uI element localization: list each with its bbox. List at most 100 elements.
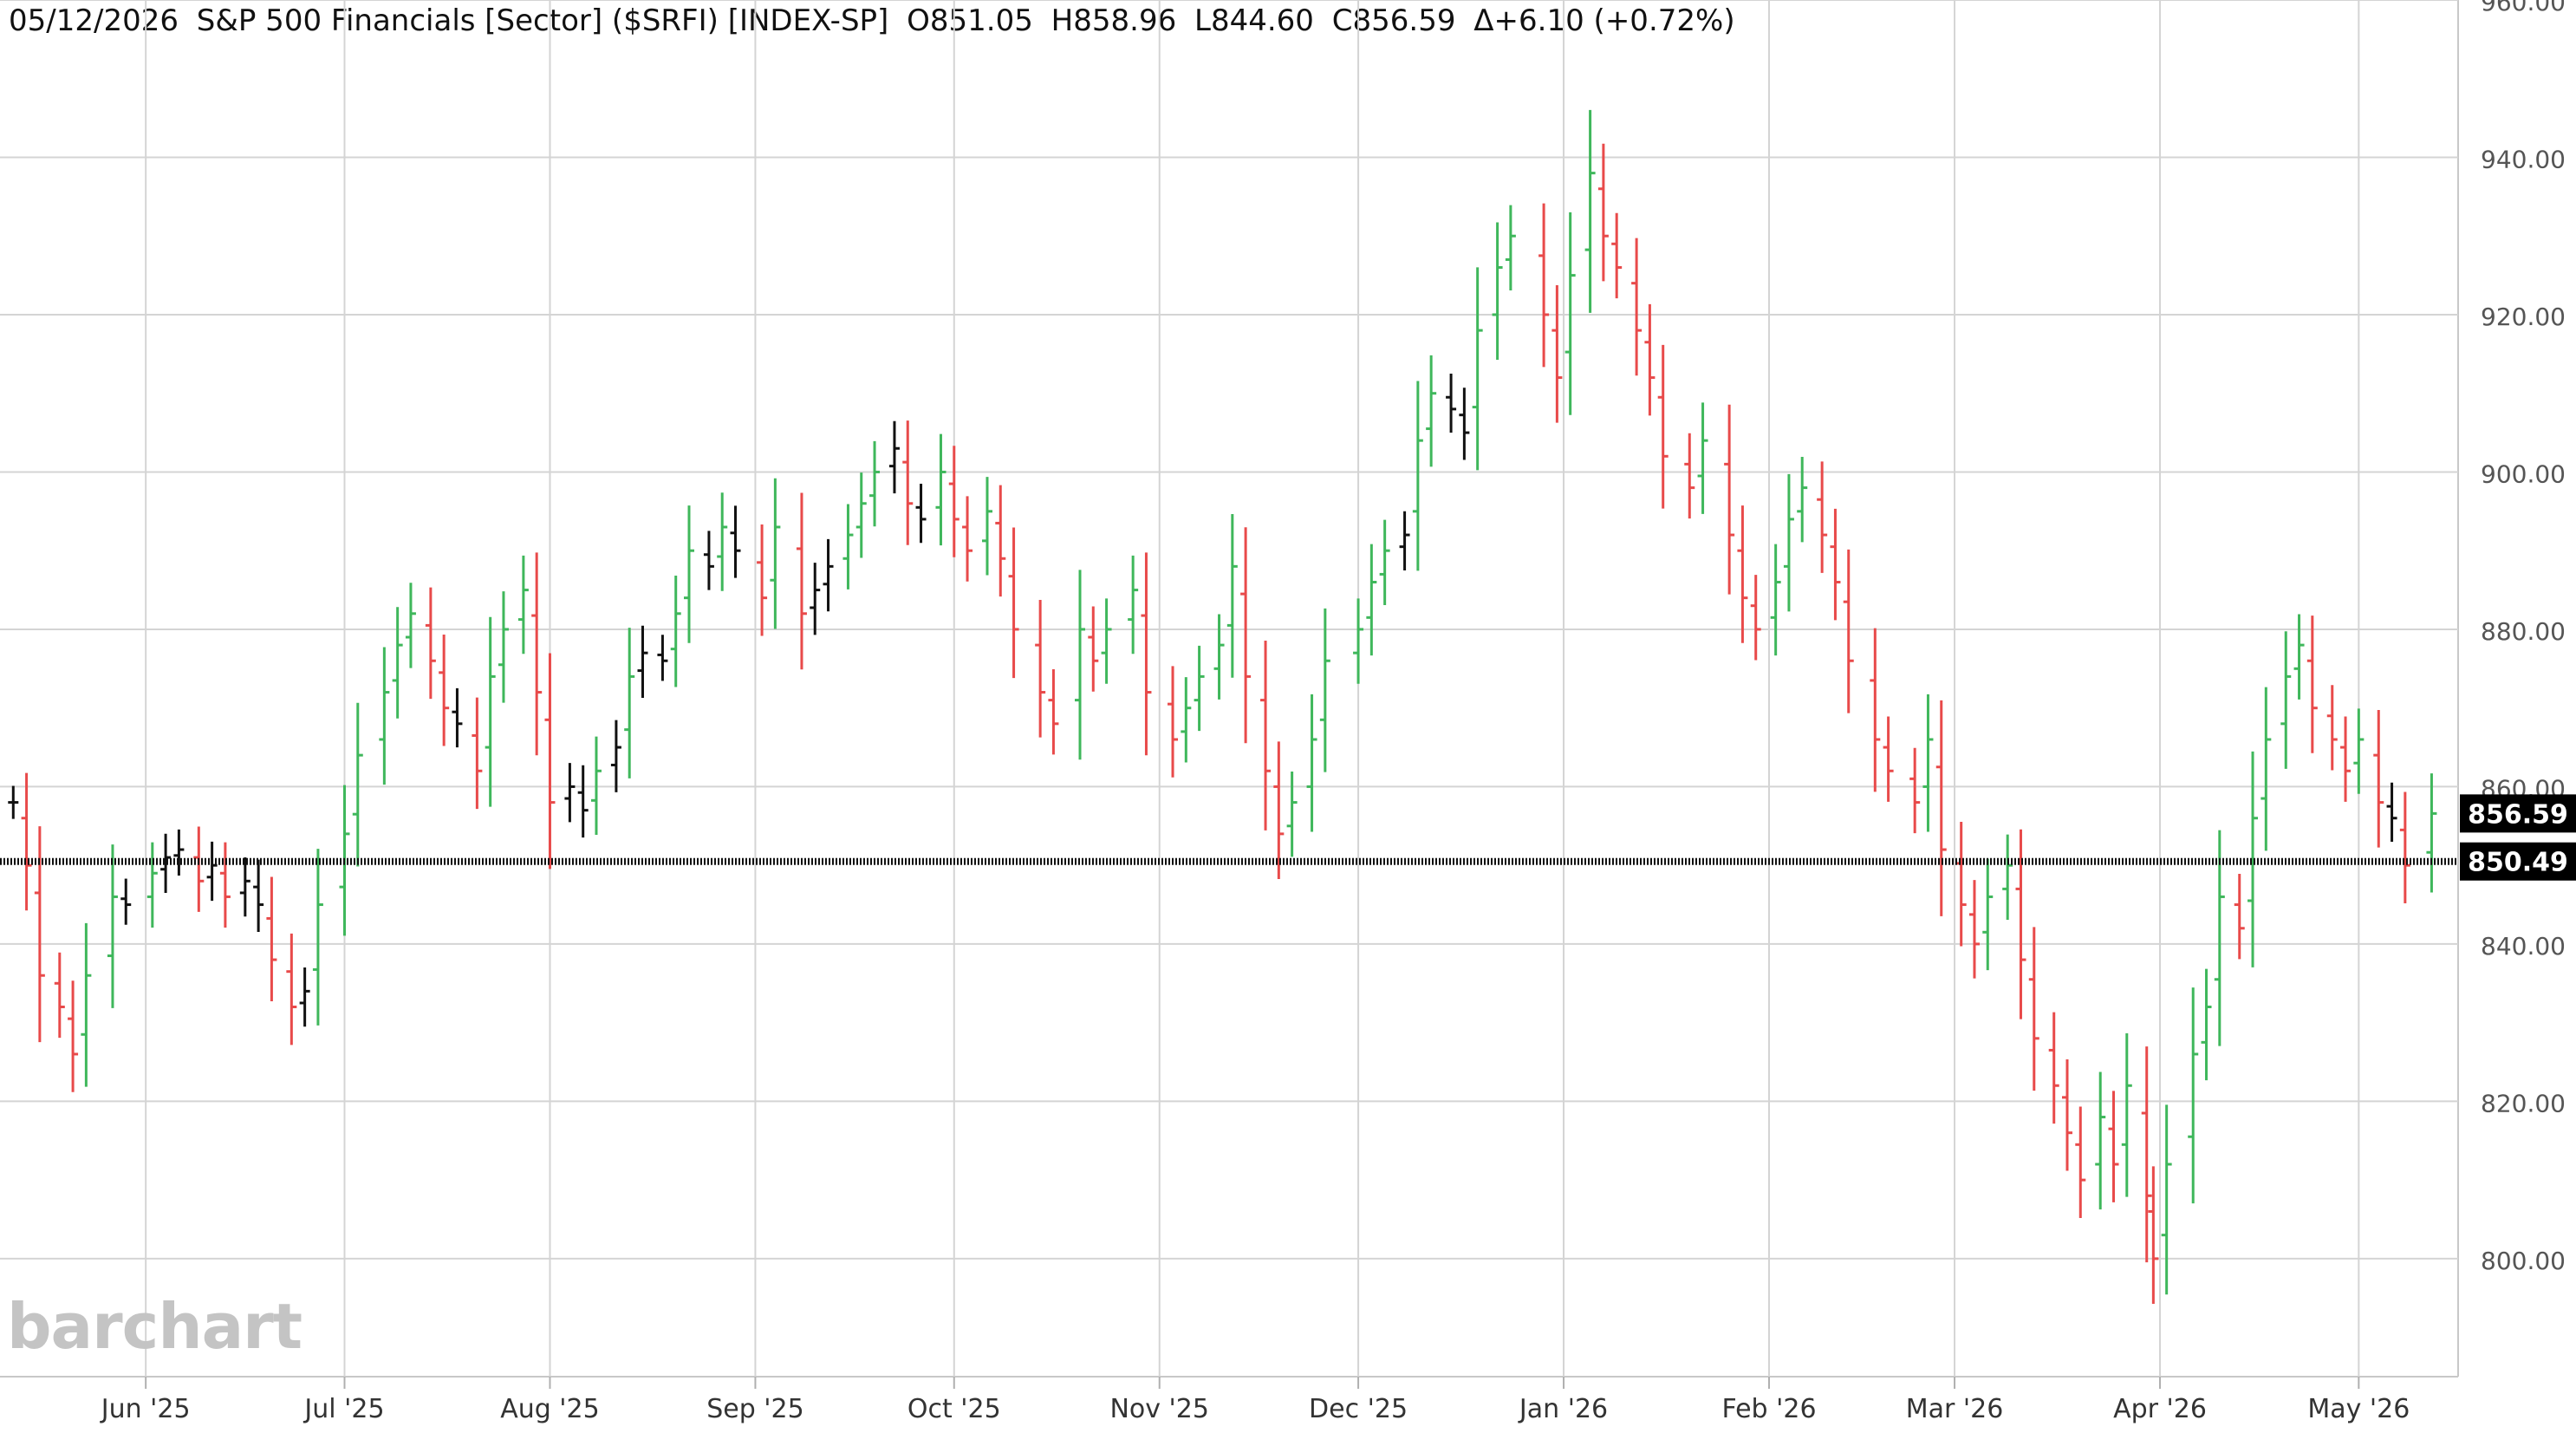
ohlc-bar (915, 483, 927, 544)
ohlc-bar (452, 687, 463, 748)
y-tick-label: 900.00 (2481, 459, 2566, 488)
ohlc-bar (1657, 344, 1669, 509)
ohlc-bar (757, 524, 768, 636)
ohlc-bar (2293, 614, 2305, 700)
ohlc-bar (1260, 641, 1272, 830)
reference-price-label: 850.49 (2468, 848, 2568, 878)
ohlc-bar (1644, 303, 1656, 416)
ohlc-bar (1968, 880, 1980, 979)
ohlc-bar (796, 492, 807, 670)
axes: 800.00820.00840.00860.00880.00900.00920.… (100, 0, 2576, 1424)
ohlc-bar (981, 477, 992, 576)
ohlc-bar (107, 844, 118, 1008)
ohlc-bar (2002, 834, 2013, 920)
x-tick-label: Jun '25 (100, 1394, 191, 1424)
ohlc-bar (683, 505, 694, 643)
ohlc-bar (1306, 694, 1317, 832)
ohlc-bar (2234, 873, 2245, 960)
ohlc-bar (902, 420, 914, 545)
ohlc-bar (1492, 222, 1503, 361)
ohlc-bar (312, 849, 323, 1026)
quote-date: 05/12/2026 (9, 3, 179, 38)
ohlc-bar (2201, 968, 2212, 1081)
ohlc-bar (472, 697, 483, 810)
ohlc-bar (2141, 1046, 2152, 1263)
ohlc-bar (193, 826, 205, 912)
ohlc-bar (670, 575, 681, 687)
quote-open: O851.05 (907, 3, 1033, 38)
ohlc-bar (1830, 508, 1841, 621)
ohlc-bar (2326, 685, 2338, 771)
x-tick-label: Dec '25 (1309, 1394, 1408, 1424)
quote-change: Δ+6.10 (+0.72%) (1473, 3, 1735, 38)
ohlc-bar (995, 485, 1006, 597)
ohlc-bar (2340, 716, 2352, 802)
ohlc-bar (577, 765, 589, 838)
ohlc-bar (823, 538, 834, 612)
ohlc-bar (1724, 404, 1735, 595)
x-tick-label: Nov '25 (1109, 1394, 1209, 1424)
ohlc-bar (1955, 821, 1967, 947)
ohlc-bar (2399, 791, 2410, 904)
ohlc-bar (425, 587, 436, 700)
y-tick-label: 880.00 (2481, 617, 2566, 646)
ohlc-bar (1631, 238, 1643, 376)
ohlc-bar (657, 635, 668, 681)
ohlc-bar (68, 980, 79, 1092)
x-tick-label: Mar '26 (1906, 1394, 2004, 1424)
ohlc-bar (2214, 830, 2225, 1046)
x-tick-label: Jan '26 (1518, 1394, 1608, 1424)
ohlc-bar (1883, 716, 1894, 802)
quote-high: H858.96 (1051, 3, 1177, 38)
x-tick-label: Aug '25 (500, 1394, 600, 1424)
ohlc-bar (855, 472, 867, 558)
x-tick-label: May '26 (2307, 1394, 2410, 1424)
ohlc-bar (286, 933, 297, 1045)
ohlc-bar (1048, 669, 1059, 755)
ohlc-bar (624, 628, 635, 778)
ohlc-bar (1770, 544, 1781, 656)
ohlc-bar (869, 440, 881, 527)
ohlc-bar (1737, 505, 1748, 643)
ohlc-bar (810, 563, 821, 635)
ohlc-bar (2353, 708, 2365, 794)
y-tick-label: 820.00 (2481, 1089, 2566, 1117)
ohlc-bar (1870, 628, 1881, 792)
ohlc-bar (2108, 1091, 2119, 1202)
ohlc-bar (935, 433, 946, 546)
quote-low: L844.60 (1194, 3, 1314, 38)
ohlc-bar (564, 763, 576, 823)
ohlc-bar (1697, 402, 1708, 514)
ohlc-bar (888, 420, 900, 494)
ohlc-bar (544, 653, 556, 870)
ohlc-bar (1286, 772, 1298, 857)
ohlc-bar (1240, 527, 1252, 744)
x-tick-label: Apr '26 (2113, 1394, 2207, 1424)
ohlc-bar (730, 505, 741, 578)
ohlc-bar (392, 607, 403, 719)
ohlc-bar (2048, 1012, 2059, 1124)
ohlc-bar (405, 583, 416, 668)
ohlc-bar (160, 833, 172, 894)
ohlc-bar (948, 446, 959, 557)
ohlc-bar (1909, 747, 1921, 834)
ohlc-bar (1505, 205, 1516, 291)
ohlc-bar (1168, 666, 1179, 778)
ohlc-bar (2095, 1071, 2106, 1210)
ohlc-bar (2280, 631, 2292, 769)
ohlc-bar (1379, 519, 1390, 605)
ohlc-bar (962, 496, 973, 582)
ohlc-bar (1597, 143, 1609, 282)
x-tick-label: Feb '26 (1721, 1394, 1816, 1424)
ohlc-bar (206, 841, 218, 902)
quote-symbol-name: S&P 500 Financials [Sector] ($SRFI) [IND… (196, 3, 889, 38)
ohlc-bar (531, 552, 543, 756)
x-tick-label: Oct '25 (907, 1394, 1001, 1424)
y-tick-label: 800.00 (2481, 1247, 2566, 1275)
ohlc-bar (1101, 598, 1112, 684)
ohlc-bar (1982, 858, 1994, 971)
ohlc-bar (517, 555, 529, 655)
ohlc-bar (239, 857, 250, 917)
